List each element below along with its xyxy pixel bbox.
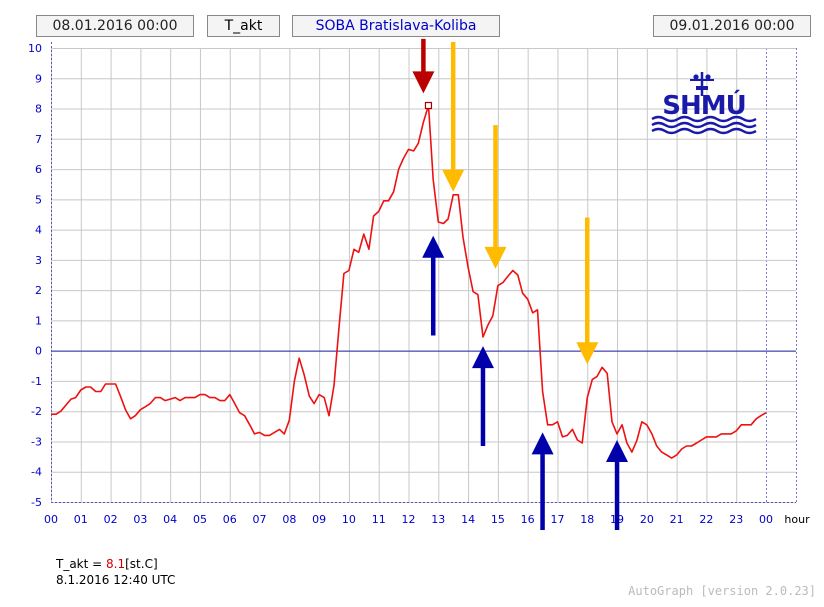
y-tick-label: -3 xyxy=(31,435,42,448)
annotation-arrow xyxy=(576,217,599,365)
annotation-arrow xyxy=(422,235,445,336)
y-tick-label: 10 xyxy=(28,42,42,55)
annotation-arrow xyxy=(472,346,494,447)
x-tick-label: 02 xyxy=(104,513,118,526)
arrow-head xyxy=(531,432,554,455)
water-waves-icon xyxy=(651,115,757,135)
annotation-arrows xyxy=(412,38,628,530)
annotation-arrow xyxy=(442,41,465,192)
start-datetime: 08.01.2016 00:00 xyxy=(36,15,194,37)
variable-name: T_akt xyxy=(207,15,280,37)
temperature-line xyxy=(51,104,767,459)
current-value-line: T_akt = 8.1[st.C] xyxy=(56,557,158,571)
x-tick-label: 00 xyxy=(759,513,773,526)
x-tick-label: 16 xyxy=(521,513,535,526)
current-value-marker xyxy=(424,101,433,110)
x-tick-label: 11 xyxy=(372,513,386,526)
y-tick-label: -2 xyxy=(31,405,42,418)
x-tick-label: 01 xyxy=(74,513,88,526)
x-tick-label: 10 xyxy=(342,513,356,526)
y-tick-label: 6 xyxy=(35,163,42,176)
annotation-arrow xyxy=(606,440,628,530)
station-name: SOBA Bratislava-Koliba xyxy=(292,15,500,37)
series xyxy=(51,101,767,459)
y-tick-label: -4 xyxy=(31,466,42,479)
x-tick-label: 21 xyxy=(670,513,684,526)
x-tick-label: 15 xyxy=(491,513,505,526)
annotation-arrow xyxy=(531,432,554,530)
arrow-head xyxy=(442,169,465,192)
x-tick-label: 07 xyxy=(253,513,267,526)
x-tick-label: 08 xyxy=(282,513,296,526)
y-tick-label: 9 xyxy=(35,72,42,85)
x-tick-label: 12 xyxy=(402,513,416,526)
annotation-arrow xyxy=(412,38,435,94)
arrow-head xyxy=(576,342,599,365)
x-tick-label: 06 xyxy=(223,513,237,526)
annotation-arrow xyxy=(484,125,507,269)
x-tick-label: 00 xyxy=(44,513,58,526)
y-tick-label: 7 xyxy=(35,133,42,146)
x-tick-label: 13 xyxy=(431,513,445,526)
y-tick-label: -1 xyxy=(31,375,42,388)
y-tick-label: 3 xyxy=(35,254,42,267)
weather-vane-icon xyxy=(690,72,714,96)
x-tick-label: 18 xyxy=(580,513,594,526)
arrow-head xyxy=(412,71,435,94)
shmu-logo: SHMÚ xyxy=(651,72,757,135)
x-tick-label: 03 xyxy=(133,513,147,526)
x-tick-label: 05 xyxy=(193,513,207,526)
y-tick-label: 8 xyxy=(35,103,42,116)
x-tick-label: 23 xyxy=(729,513,743,526)
y-tick-label: 5 xyxy=(35,193,42,206)
version-label: AutoGraph [version 2.0.23] xyxy=(628,584,816,598)
y-tick-label: 0 xyxy=(35,345,42,358)
value-unit: [st.C] xyxy=(125,557,158,571)
end-datetime: 09.01.2016 00:00 xyxy=(653,15,811,37)
current-value: 8.1 xyxy=(106,557,126,571)
arrow-head xyxy=(472,346,494,369)
y-tick-label: 1 xyxy=(35,314,42,327)
y-tick-label: 2 xyxy=(35,284,42,297)
y-tick-label: 4 xyxy=(35,224,42,237)
y-tick-label: -5 xyxy=(31,496,42,509)
x-tick-label: 22 xyxy=(699,513,713,526)
x-tick-label: 17 xyxy=(550,513,564,526)
value-datetime: 8.1.2016 12:40 UTC xyxy=(56,573,176,587)
x-tick-label: 09 xyxy=(312,513,326,526)
x-axis-label: hour xyxy=(784,513,810,526)
logo-text: SHMÚ xyxy=(662,89,745,121)
arrow-head xyxy=(606,440,628,462)
x-tick-label: 20 xyxy=(640,513,654,526)
arrow-head xyxy=(422,235,445,258)
x-tick-label: 14 xyxy=(461,513,475,526)
x-tick-label: 04 xyxy=(163,513,177,526)
value-label: T_akt = xyxy=(56,557,107,571)
arrow-head xyxy=(484,246,507,269)
